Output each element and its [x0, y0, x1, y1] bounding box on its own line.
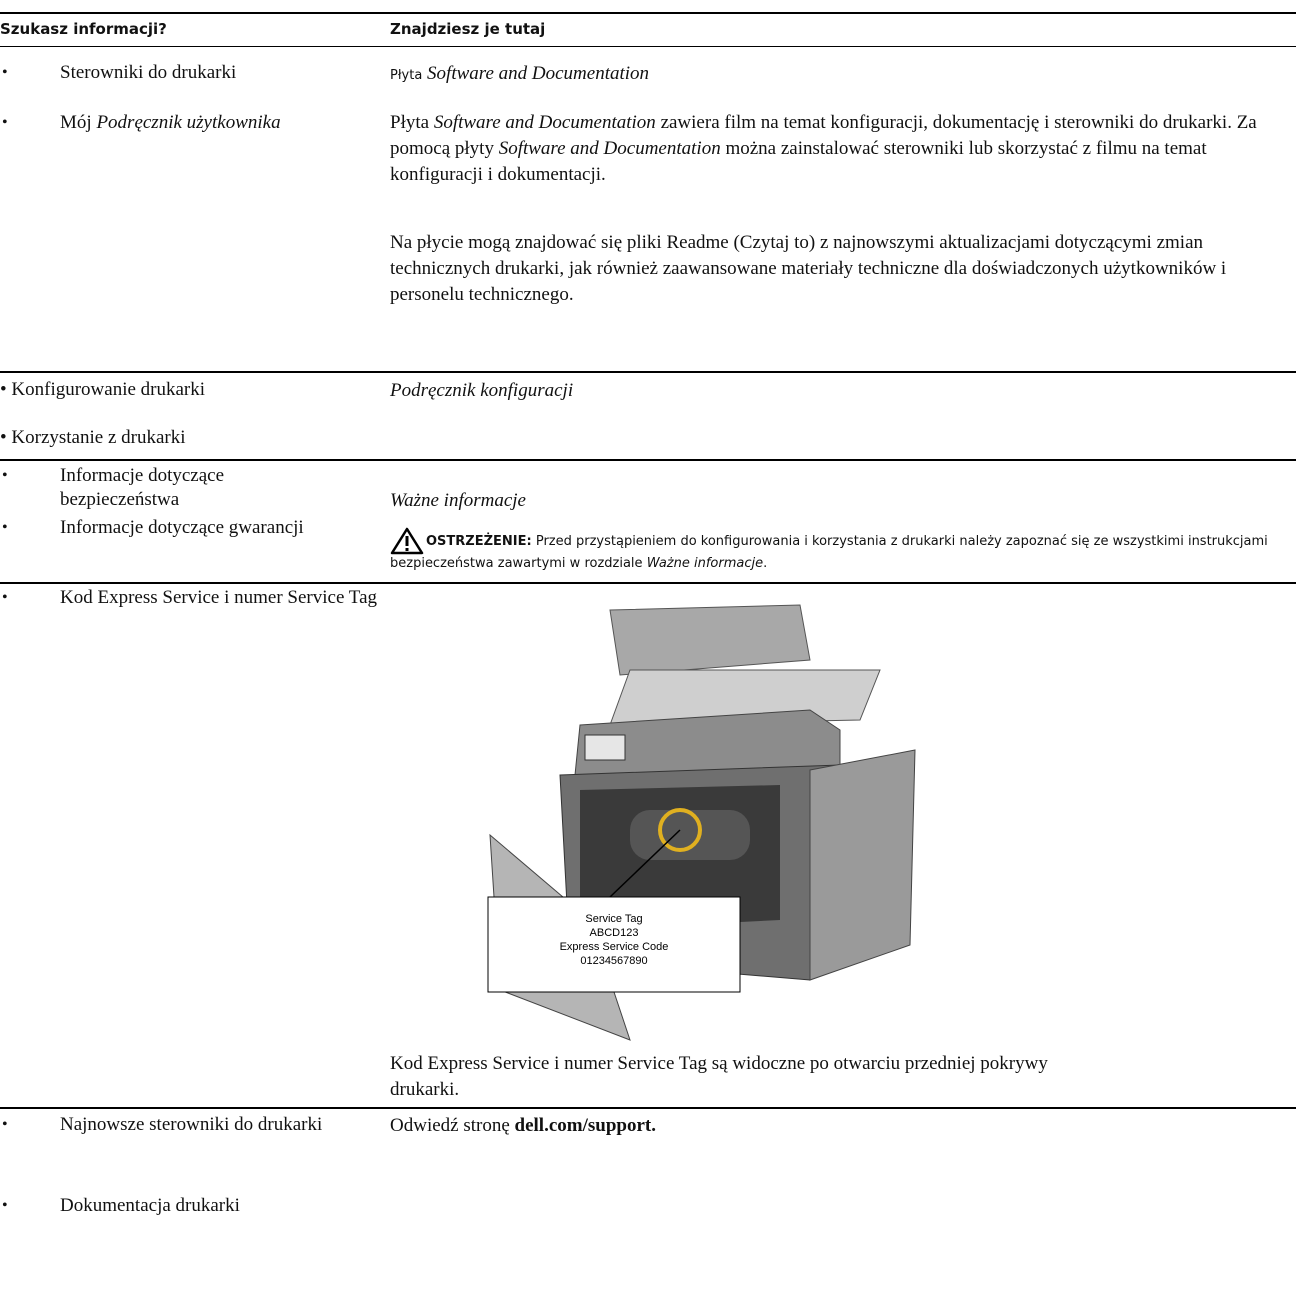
text: Software and Documentation [433, 112, 656, 133]
paragraph: Na płycie mogą znajdować się pliki Readm… [390, 230, 1290, 308]
text: Korzystanie z drukarki [11, 427, 186, 448]
topic: Dokumentacja drukarki [60, 1194, 380, 1218]
bullet: • [2, 1197, 8, 1214]
header-col1: Szukasz informacji? [0, 20, 167, 38]
topic: Informacje dotyczące bezpieczeństwa [60, 464, 340, 512]
source: Odwiedź stronę dell.com/support. [390, 1113, 1290, 1139]
rule [0, 371, 1296, 373]
caption: Kod Express Service i numer Service Tag … [390, 1051, 1090, 1103]
text: Płyta [390, 68, 423, 83]
text: Najnowsze sterowniki do drukarki [60, 1114, 323, 1135]
paragraph: Płyta Software and Documentation zawiera… [390, 110, 1290, 188]
text: Software and Documentation [498, 138, 721, 159]
text: Informacje dotyczące bezpieczeństwa [60, 465, 225, 510]
rule [0, 46, 1296, 47]
text: Konfigurowanie drukarki [11, 379, 206, 400]
bullet: • [2, 467, 8, 484]
text: Odwiedź stronę [390, 1115, 515, 1136]
bullet: • [2, 519, 8, 536]
rule [0, 582, 1296, 584]
text: można zainstalować sterowniki lub skorzy… [390, 138, 1207, 185]
text: Kod Express Service i numer Service Tag … [390, 1053, 1048, 1100]
label-line: Express Service Code [560, 941, 669, 953]
topic: Sterowniki do drukarki [60, 61, 380, 85]
topic: • Konfigurowanie drukarki [0, 379, 206, 400]
label-line: Service Tag [585, 913, 642, 925]
warning: OSTRZEŻENIE: Przed przystąpieniem do kon… [390, 531, 1296, 575]
text: OSTRZEŻENIE: [426, 534, 532, 549]
text: Mój [60, 112, 97, 133]
bullet: • [2, 64, 8, 81]
topic: Kod Express Service i numer Service Tag [60, 586, 380, 610]
text: Płyta [390, 112, 434, 133]
label-line: 01234567890 [580, 955, 647, 967]
text: Podręcznik użytkownika [96, 112, 281, 133]
bullet: • [2, 114, 8, 131]
rule [0, 1107, 1296, 1109]
text: Przed przystąpieniem do konfigurowania i… [390, 534, 1268, 571]
link: dell.com/support. [514, 1115, 656, 1136]
text: Na płycie mogą znajdować się pliki Readm… [390, 232, 1227, 305]
text: zawiera film na temat konfiguracji, doku… [390, 112, 1257, 159]
text: Ważne informacje [646, 556, 764, 571]
rule [0, 12, 1296, 14]
text: Dokumentacja drukarki [60, 1195, 240, 1216]
printer-illustration: Service Tag ABCD123 Express Service Code… [487, 604, 916, 1041]
warning-icon [390, 527, 424, 555]
topic: Najnowsze sterowniki do drukarki [60, 1113, 340, 1137]
bullet: • [2, 589, 8, 606]
topic: • Korzystanie z drukarki [0, 427, 186, 448]
text: Kod Express Service i numer Service Tag [60, 587, 378, 608]
text: . [763, 556, 768, 571]
text: Ważne informacje [390, 490, 526, 511]
text: Podręcznik konfiguracji [390, 380, 574, 401]
source: Podręcznik konfiguracji [390, 378, 1290, 404]
label-line: ABCD123 [590, 927, 639, 939]
rule [0, 459, 1296, 461]
text: Software and Documentation [427, 63, 650, 84]
text: Sterowniki do drukarki [60, 62, 237, 83]
header-col2: Znajdziesz je tutaj [390, 20, 546, 38]
topic: Mój Podręcznik użytkownika [60, 111, 380, 135]
topic: Informacje dotyczące gwarancji [60, 516, 340, 540]
text: Informacje dotyczące gwarancji [60, 517, 304, 538]
source: Ważne informacje [390, 488, 1290, 514]
bullet: • [2, 1116, 8, 1133]
source: Płyta Software and Documentation [390, 61, 1290, 89]
